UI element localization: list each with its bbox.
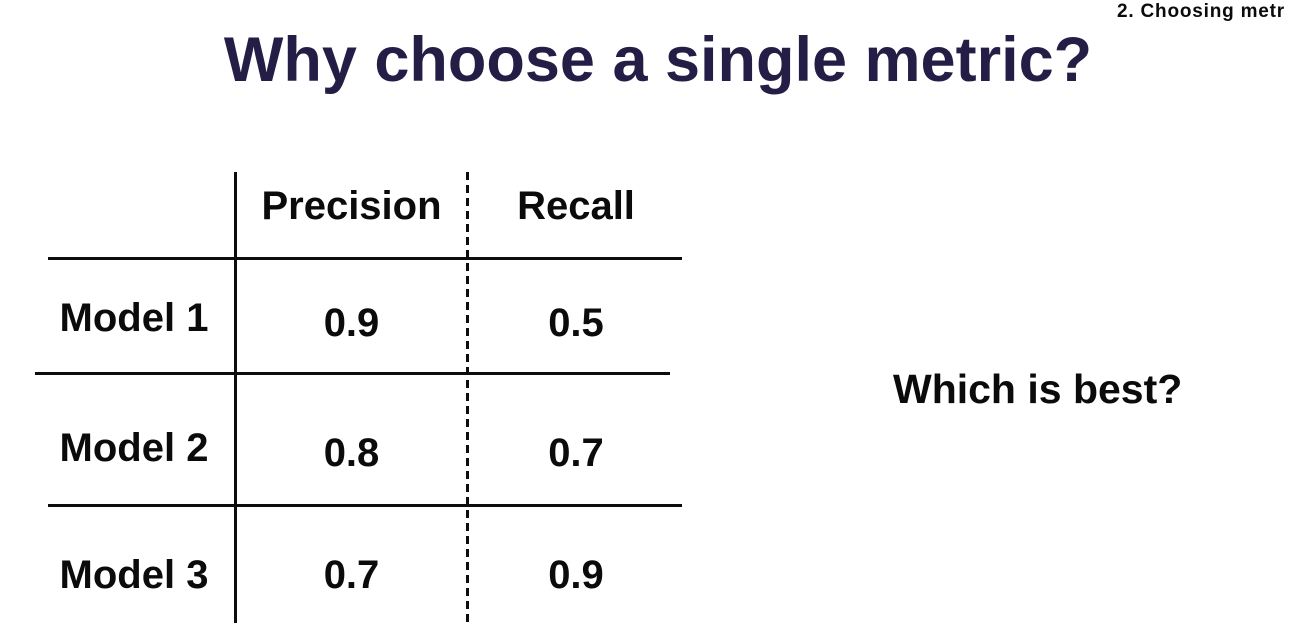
label-column-divider-solid [234, 172, 237, 623]
row-rule-1 [35, 372, 670, 375]
header-rule [48, 257, 682, 260]
cell-model3-precision: 0.7 [323, 553, 380, 597]
row-label-model-1: Model 1 [59, 296, 209, 340]
col-header-recall: Recall [517, 184, 635, 228]
cell-model3-recall: 0.9 [548, 553, 604, 597]
col-header-precision: Precision [261, 184, 442, 228]
row-rule-2 [48, 504, 682, 507]
row-label-model-2: Model 2 [59, 426, 209, 470]
cell-model2-precision: 0.8 [323, 431, 380, 475]
cell-model1-precision: 0.9 [323, 301, 380, 345]
cell-model1-recall: 0.5 [548, 301, 604, 345]
corner-note: 2. Choosing metr [1117, 1, 1285, 22]
row-label-model-3: Model 3 [59, 553, 209, 597]
metric-column-divider-dashed [466, 172, 469, 623]
slide-title: Why choose a single metric? [223, 25, 1093, 95]
question-text: Which is best? [893, 366, 1183, 412]
cell-model2-recall: 0.7 [548, 431, 604, 475]
